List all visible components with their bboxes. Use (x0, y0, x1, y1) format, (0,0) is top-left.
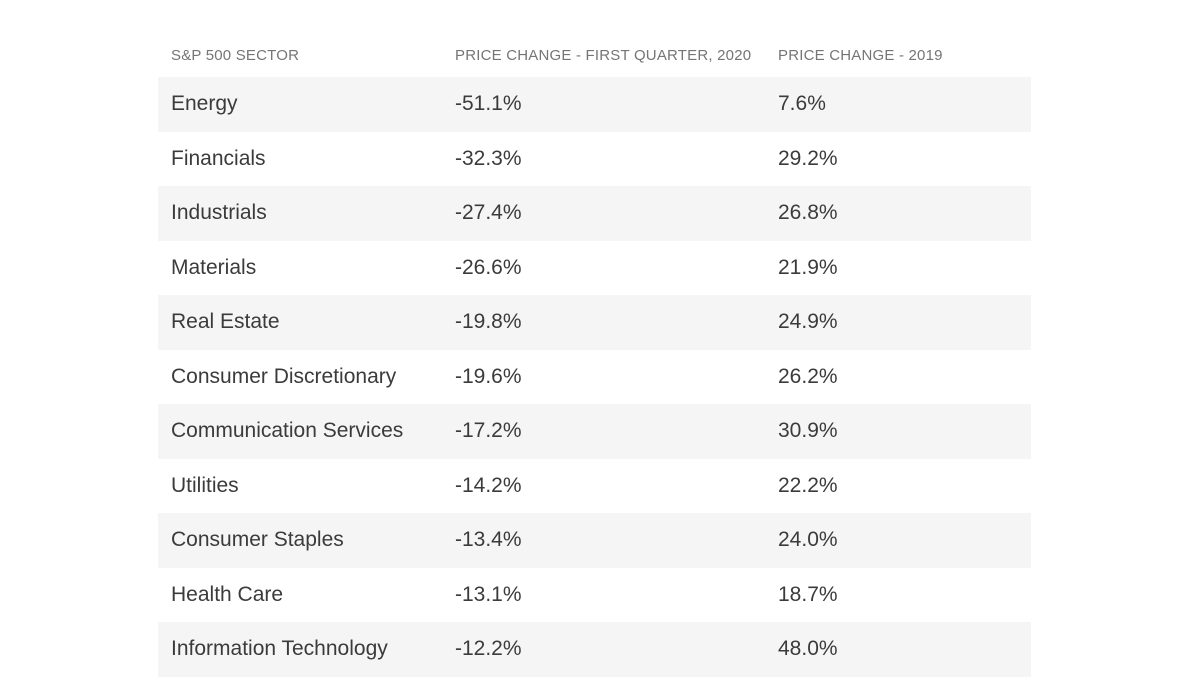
y2019-value-cell: 7.6% (778, 92, 826, 116)
table-row: Consumer Discretionary -19.6% 26.2% (158, 349, 1031, 404)
table-row: Financials -32.3% 29.2% (158, 131, 1031, 186)
column-header-q1-2020: PRICE CHANGE - FIRST QUARTER, 2020 (455, 47, 752, 64)
column-header-sector: S&P 500 SECTOR (171, 47, 300, 64)
table-row: Information Technology -12.2% 48.0% (158, 622, 1031, 677)
sector-cell: Consumer Staples (171, 528, 344, 552)
sector-cell: Industrials (171, 201, 267, 225)
table-row: Communication Services -17.2% 30.9% (158, 404, 1031, 459)
q1-2020-value-cell: -14.2% (455, 473, 522, 497)
sector-cell: Communication Services (171, 419, 404, 443)
y2019-value-cell: 21.9% (778, 255, 838, 279)
q1-2020-value-cell: -13.1% (455, 582, 522, 606)
table-row: Consumer Staples -13.4% 24.0% (158, 513, 1031, 568)
sector-cell: Health Care (171, 582, 284, 606)
sector-price-change-table: S&P 500 SECTOR PRICE CHANGE - FIRST QUAR… (158, 41, 1031, 677)
q1-2020-value-cell: -51.1% (455, 92, 522, 116)
sector-cell: Financials (171, 146, 266, 170)
q1-2020-value-cell: -13.4% (455, 528, 522, 552)
table-row: Materials -26.6% 21.9% (158, 240, 1031, 295)
y2019-value-cell: 29.2% (778, 146, 838, 170)
q1-2020-value-cell: -26.6% (455, 255, 522, 279)
q1-2020-value-cell: -27.4% (455, 201, 522, 225)
table-row: Real Estate -19.8% 24.9% (158, 295, 1031, 350)
sector-cell: Information Technology (171, 637, 388, 661)
table-row: Industrials -27.4% 26.8% (158, 186, 1031, 241)
q1-2020-value-cell: -19.6% (455, 364, 522, 388)
y2019-value-cell: 26.8% (778, 201, 838, 225)
y2019-value-cell: 26.2% (778, 364, 838, 388)
y2019-value-cell: 18.7% (778, 582, 838, 606)
sector-cell: Utilities (171, 473, 239, 497)
q1-2020-value-cell: -32.3% (455, 146, 522, 170)
sector-cell: Real Estate (171, 310, 280, 334)
table-body: Energy -51.1% 7.6% Financials -32.3% 29.2% Ind… (158, 77, 1031, 677)
q1-2020-value-cell: -12.2% (455, 637, 522, 661)
table-header-row: S&P 500 SECTOR PRICE CHANGE - FIRST QUAR… (158, 41, 1031, 77)
y2019-value-cell: 22.2% (778, 473, 838, 497)
q1-2020-value-cell: -19.8% (455, 310, 522, 334)
y2019-value-cell: 30.9% (778, 419, 838, 443)
q1-2020-value-cell: -17.2% (455, 419, 522, 443)
sector-cell: Materials (171, 255, 257, 279)
sector-cell: Energy (171, 92, 238, 116)
table-row: Health Care -13.1% 18.7% (158, 567, 1031, 622)
table-row: Energy -51.1% 7.6% (158, 77, 1031, 132)
y2019-value-cell: 48.0% (778, 637, 838, 661)
y2019-value-cell: 24.0% (778, 528, 838, 552)
sector-cell: Consumer Discretionary (171, 364, 397, 388)
y2019-value-cell: 24.9% (778, 310, 838, 334)
table-row: Utilities -14.2% 22.2% (158, 458, 1031, 513)
column-header-2019: PRICE CHANGE - 2019 (778, 47, 943, 64)
